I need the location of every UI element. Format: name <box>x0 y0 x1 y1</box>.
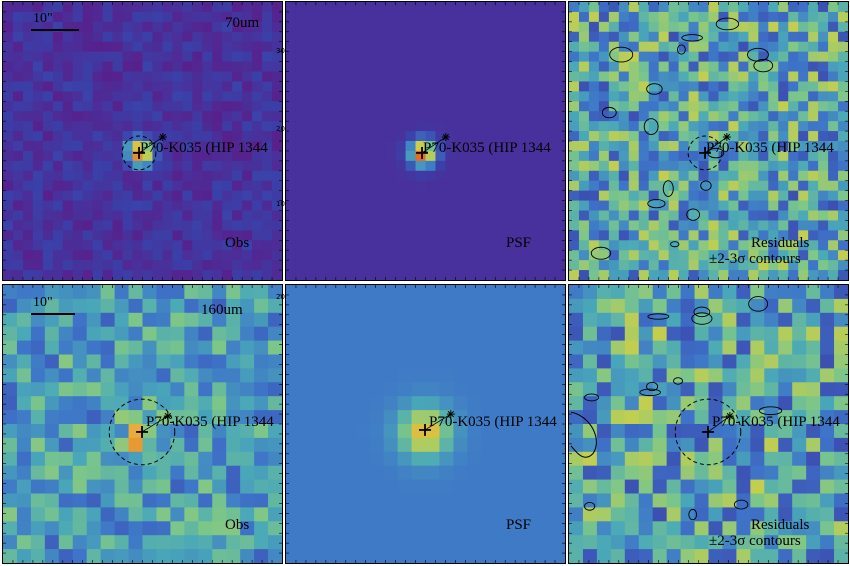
band-label-70um: 70um <box>225 15 260 31</box>
obs-160um-image <box>3 285 282 563</box>
aperture-circle <box>108 398 176 466</box>
axis-ticks <box>286 2 565 280</box>
asterisk-marker <box>421 133 450 154</box>
psf-70um-panel: P70-K035 (HIP 1344 PSF <box>285 1 566 281</box>
residual-contours <box>570 296 783 521</box>
psf-70um-image <box>286 2 565 280</box>
residuals-160um-panel: P70-K035 (HIP 1344 Residuals ±2-3σ conto… <box>568 284 849 564</box>
target-label: P70-K035 (HIP 1344 <box>146 414 274 430</box>
tick-label: 10 <box>276 200 285 208</box>
residuals-70um-image <box>569 2 848 280</box>
panel-label-residuals: Residuals <box>751 517 810 533</box>
obs-70um-panel: 10" 70um P70-K035 (HIP 1344 Obs <box>2 1 283 281</box>
target-label: P70-K035 (HIP 1344 <box>423 140 551 156</box>
scale-bar-label: 10" <box>33 11 53 26</box>
panel-label-residuals: Residuals <box>751 235 810 251</box>
panel-label-contours: ±2-3σ contours <box>709 533 801 549</box>
axis-ticks <box>569 2 848 280</box>
target-label: P70-K035 (HIP 1344 <box>429 414 557 430</box>
psf-160um-image <box>286 285 565 563</box>
asterisk-marker <box>707 412 734 433</box>
axis-ticks <box>569 285 848 563</box>
asterisk-marker <box>704 133 731 154</box>
target-label: P70-K035 (HIP 1344 <box>712 414 840 430</box>
scale-bar <box>31 29 79 31</box>
target-label: P70-K035 (HIP 1344 <box>706 140 834 156</box>
target-cross-marker <box>416 146 428 159</box>
residuals-70um-panel: P70-K035 (HIP 1344 Residuals ±2-3σ conto… <box>568 1 849 281</box>
pixel-grid <box>569 2 848 280</box>
axis-ticks <box>3 285 282 563</box>
panel-label-obs: Obs <box>225 235 250 251</box>
tick-label: 30 <box>276 47 285 55</box>
panel-label-psf: PSF <box>506 517 532 533</box>
panel-label-obs: Obs <box>225 517 250 533</box>
pixel-grid <box>286 2 565 280</box>
target-cross-marker <box>699 146 711 159</box>
psf-160um-panel: P70-K035 (HIP 1344 PSF <box>285 284 566 564</box>
scale-bar <box>31 313 75 315</box>
tick-label: 20 <box>276 293 285 301</box>
band-label-160um: 160um <box>201 302 243 318</box>
scale-bar-label: 10" <box>33 295 53 310</box>
asterisk-marker <box>138 133 167 154</box>
pixel-grid <box>3 285 282 563</box>
pixel-grid <box>569 285 848 563</box>
axis-ticks <box>286 285 565 563</box>
asterisk-marker <box>141 412 172 433</box>
target-cross-marker <box>702 425 714 438</box>
asterisk-marker <box>424 410 455 431</box>
target-cross-marker <box>136 425 148 438</box>
aperture-circle <box>687 135 723 171</box>
obs-70um-image <box>3 2 282 280</box>
panel-label-psf: PSF <box>506 235 532 251</box>
aperture-circle <box>121 135 157 171</box>
pixel-grid <box>3 2 282 280</box>
tick-label: 20 <box>276 125 285 133</box>
residual-contours <box>590 17 774 260</box>
target-label: P70-K035 (HIP 1344 <box>140 140 268 156</box>
aperture-circle <box>674 398 742 466</box>
axis-ticks <box>3 2 282 280</box>
obs-160um-panel: 10" 160um P70-K035 (HIP 1344 Obs <box>2 284 283 564</box>
residuals-160um-image <box>569 285 848 563</box>
panel-label-contours: ±2-3σ contours <box>709 251 801 267</box>
pixel-grid <box>286 285 565 563</box>
